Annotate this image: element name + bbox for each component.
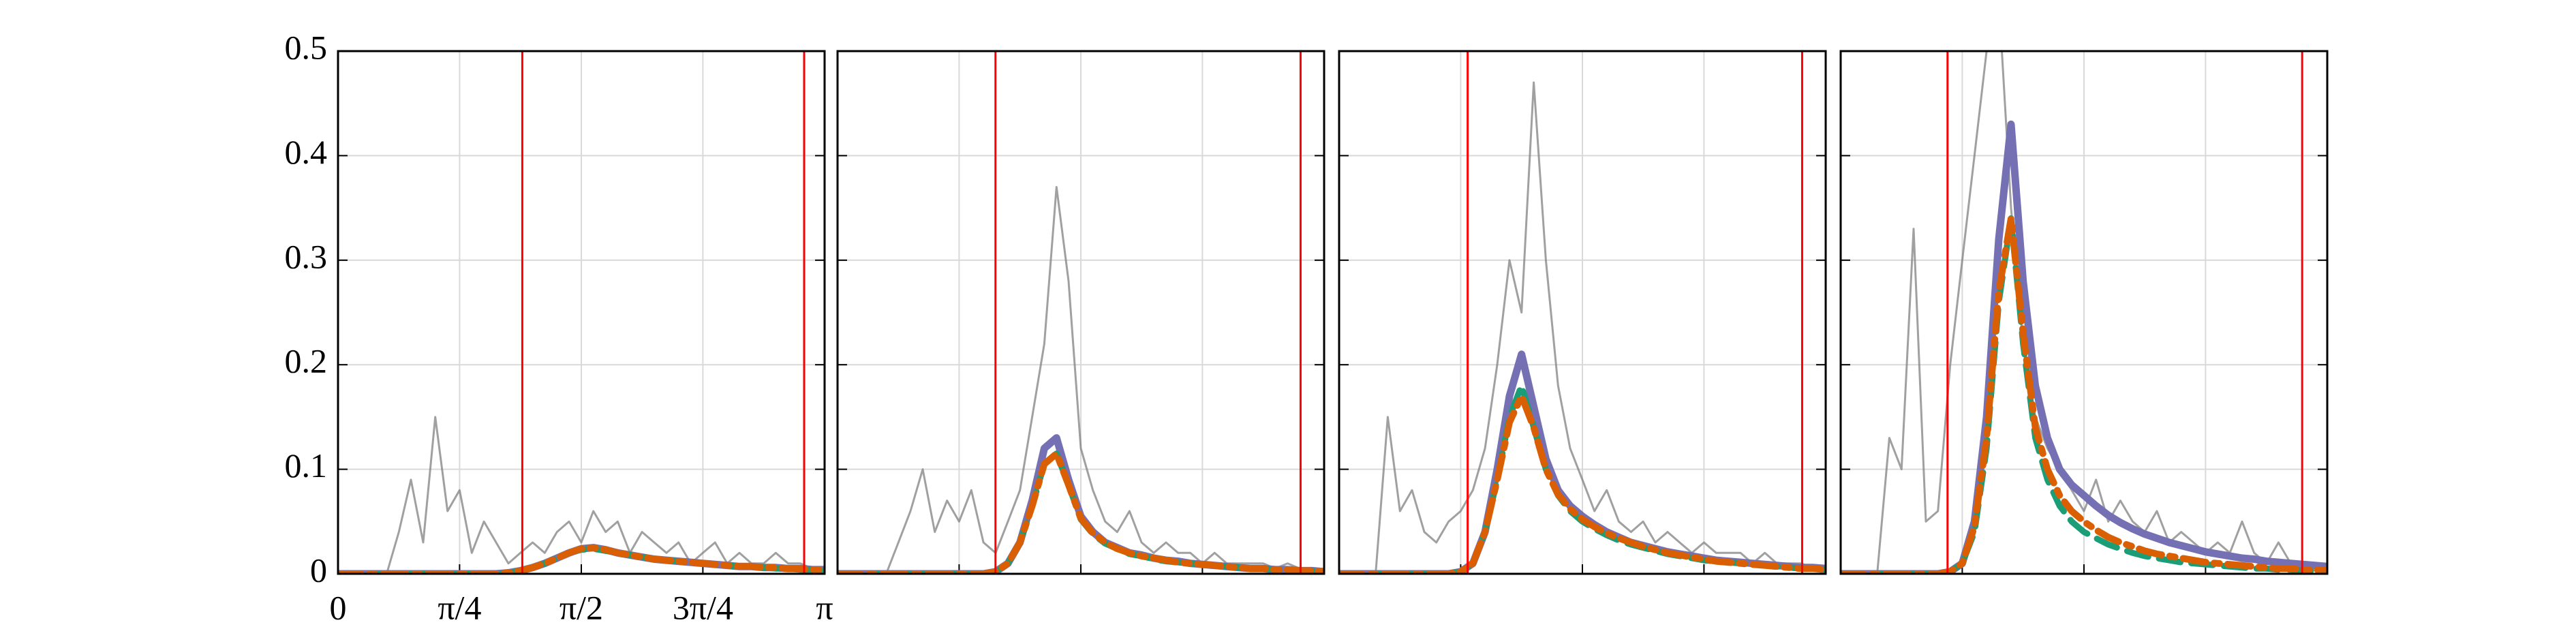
series-line — [1841, 51, 2327, 574]
series-line — [338, 416, 825, 574]
series-line — [838, 185, 1324, 574]
series-line — [838, 450, 1324, 574]
axes-box — [337, 50, 826, 575]
plot-area — [1841, 51, 2327, 574]
plot-area — [838, 51, 1324, 574]
y-tick-label: 0.3 — [285, 237, 328, 275]
axes-box — [1338, 50, 1827, 575]
axes-box — [1839, 50, 2329, 575]
x-tick-label: π — [816, 588, 833, 626]
series-line — [1841, 120, 2327, 574]
y-tick-label: 0.5 — [285, 28, 328, 66]
x-tick-label: 3π/4 — [673, 588, 733, 626]
y-tick-label: 0 — [310, 551, 327, 589]
y-tick-label: 0.2 — [285, 342, 328, 380]
series-line — [338, 544, 825, 574]
y-tick-label: 0.4 — [285, 133, 328, 171]
plot-area — [338, 51, 825, 574]
series-line — [1339, 393, 1826, 574]
y-tick-label: 0.1 — [285, 446, 328, 485]
x-tick-label: 0 — [330, 588, 347, 626]
plot-area — [1339, 51, 1826, 574]
x-tick-label: π/2 — [559, 588, 603, 626]
series-line — [1339, 81, 1826, 574]
x-tick-label: π/4 — [438, 588, 481, 626]
axes-box — [836, 50, 1325, 575]
series-line — [1841, 215, 2327, 574]
